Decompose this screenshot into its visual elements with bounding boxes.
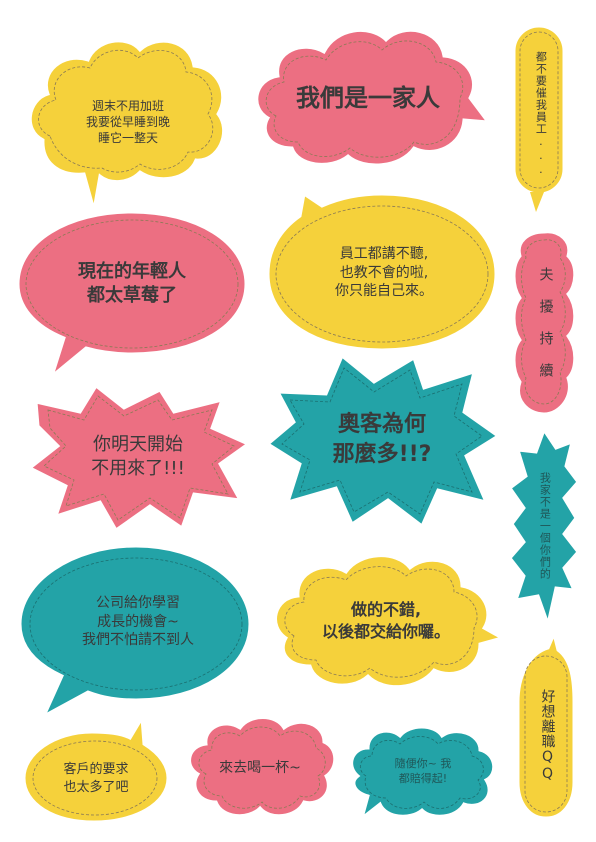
pill-bubble-shape xyxy=(512,24,566,212)
speech-bubble-young-people: 現在的年輕人 都太草莓了 xyxy=(14,208,250,381)
burst-bubble-shape xyxy=(27,383,252,533)
bubble-text: 員工都講不聽, 也教不會的啦, 你只能自己來。 xyxy=(335,245,433,300)
burst-bubble-shape xyxy=(265,353,501,529)
bubble-text: 夫 擾 持 續 xyxy=(537,266,554,378)
burst-bubble-shape xyxy=(507,426,580,630)
ellipse-bubble-shape xyxy=(22,713,170,824)
cloud-bubble-shape xyxy=(350,725,496,822)
bubble-text: 我家不是一個你們的 xyxy=(538,472,552,580)
speech-bubble-drink: 來去喝一杯~ xyxy=(184,714,337,826)
bubble-text: 我們是一家人 xyxy=(296,83,440,112)
cloud-bubble-shape xyxy=(28,39,225,211)
speech-bubble-fired: 你明天開始 不用來了!!! xyxy=(26,382,252,533)
speech-bubble-can-afford: 隨便你~ 我都賠得起! xyxy=(346,722,500,826)
cloud-bubble-shape xyxy=(188,716,337,818)
speech-bubble-keep-going: 夫 擾 持 續 xyxy=(512,228,578,418)
speech-bubble-good-job: 做的不錯, 以後都交給你囉。 xyxy=(266,546,506,706)
ellipse-bubble-shape xyxy=(16,210,248,381)
bubble-text: 客戶的要求 也太多了吧 xyxy=(63,762,129,795)
ellipse-bubble-shape xyxy=(266,191,498,352)
bubble-text: 奧客為何 那麼多!!? xyxy=(332,412,432,467)
speech-bubble-want-to-quit: 好想離職QQ xyxy=(514,629,580,822)
bubble-text: 公司給你學習 成長的機會~ 我們不怕請不到人 xyxy=(82,594,194,649)
pill-bubble-shape xyxy=(516,629,576,820)
speech-bubble-not-yours: 我家不是一個你們的 xyxy=(507,426,580,630)
cloud-bubble-shape xyxy=(512,230,577,416)
speech-bubble-dont-rush: 都不要催我員工... xyxy=(510,24,570,214)
bubble-text: 週末不用加班 我要從早睡到晚 睡它一整天 xyxy=(85,98,170,146)
bubble-text: 來去喝一杯~ xyxy=(219,759,301,776)
bubble-text: 好想離職QQ xyxy=(539,689,556,783)
speech-bubble-client-demands: 客戶的要求 也太多了吧 xyxy=(22,713,170,826)
speech-bubble-family: 我們是一家人 xyxy=(248,18,492,188)
bubble-text: 你明天開始 不用來了!!! xyxy=(91,433,185,479)
cloud-bubble-shape xyxy=(274,554,506,689)
bubble-text: 現在的年輕人 都太草莓了 xyxy=(78,260,186,306)
speech-bubble-learning-opportunity: 公司給你學習 成長的機會~ 我們不怕請不到人 xyxy=(14,542,254,720)
cloud-bubble-shape xyxy=(255,28,492,167)
ellipse-bubble-shape xyxy=(18,544,252,720)
bubble-text: 都不要催我員工... xyxy=(534,51,548,177)
speech-bubble-weekend: 週末不用加班 我要從早睡到晚 睡它一整天 xyxy=(18,22,228,212)
bubble-text: 做的不錯, 以後都交給你囉。 xyxy=(321,600,450,641)
bubble-text: 隨便你~ 我都賠得起! xyxy=(394,757,452,785)
speech-bubble-bad-customers: 奧客為何 那麼多!!? xyxy=(264,352,501,529)
speech-bubble-employees: 員工都講不聽, 也教不會的啦, 你只能自己來。 xyxy=(264,190,500,360)
